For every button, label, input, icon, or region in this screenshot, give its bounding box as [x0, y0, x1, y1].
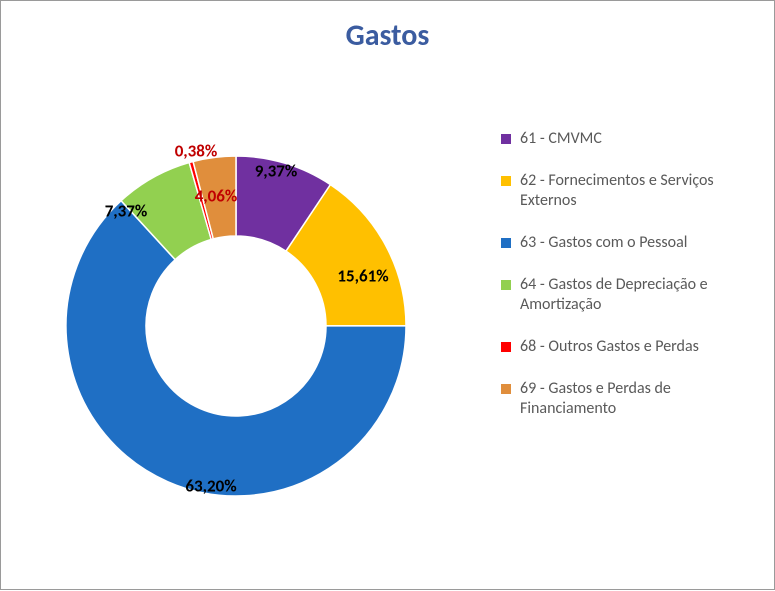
legend-swatch-s69	[501, 384, 511, 394]
legend-label-s64: 64 - Gastos de Depreciação e Amortização	[520, 275, 740, 315]
legend-label-s68: 68 - Outros Gastos e Perdas	[520, 337, 699, 357]
data-label-s69: 4,06%	[195, 186, 238, 207]
legend-swatch-s68	[501, 342, 511, 352]
legend-swatch-s62	[501, 176, 511, 186]
legend-item-s61: 61 - CMVMC	[501, 129, 740, 149]
data-label-s61: 9,37%	[255, 161, 298, 182]
legend-label-s63: 63 - Gastos com o Pessoal	[520, 233, 687, 253]
chart-frame: Gastos 61 - CMVMC62 - Fornecimentos e Se…	[0, 0, 775, 590]
legend-swatch-s61	[501, 134, 511, 144]
legend-item-s63: 63 - Gastos com o Pessoal	[501, 233, 740, 253]
legend-label-s69: 69 - Gastos e Perdas de Financiamento	[520, 379, 740, 419]
legend: 61 - CMVMC 62 - Fornecimentos e Serviços …	[501, 129, 740, 441]
data-label-s63: 63,20%	[185, 476, 236, 497]
data-label-s68: 0,38%	[175, 141, 218, 162]
legend-item-s69: 69 - Gastos e Perdas de Financiamento	[501, 379, 740, 419]
legend-label-s61: 61 - CMVMC	[520, 129, 602, 149]
legend-label-s62: 62 - Fornecimentos e Serviços Externos	[520, 171, 740, 211]
legend-item-s64: 64 - Gastos de Depreciação e Amortização	[501, 275, 740, 315]
legend-swatch-s63	[501, 238, 511, 248]
legend-item-s62: 62 - Fornecimentos e Serviços Externos	[501, 171, 740, 211]
legend-item-s68: 68 - Outros Gastos e Perdas	[501, 337, 740, 357]
legend-swatch-s64	[501, 280, 511, 290]
data-label-s64: 7,37%	[105, 201, 148, 222]
data-label-s62: 15,61%	[337, 266, 388, 287]
